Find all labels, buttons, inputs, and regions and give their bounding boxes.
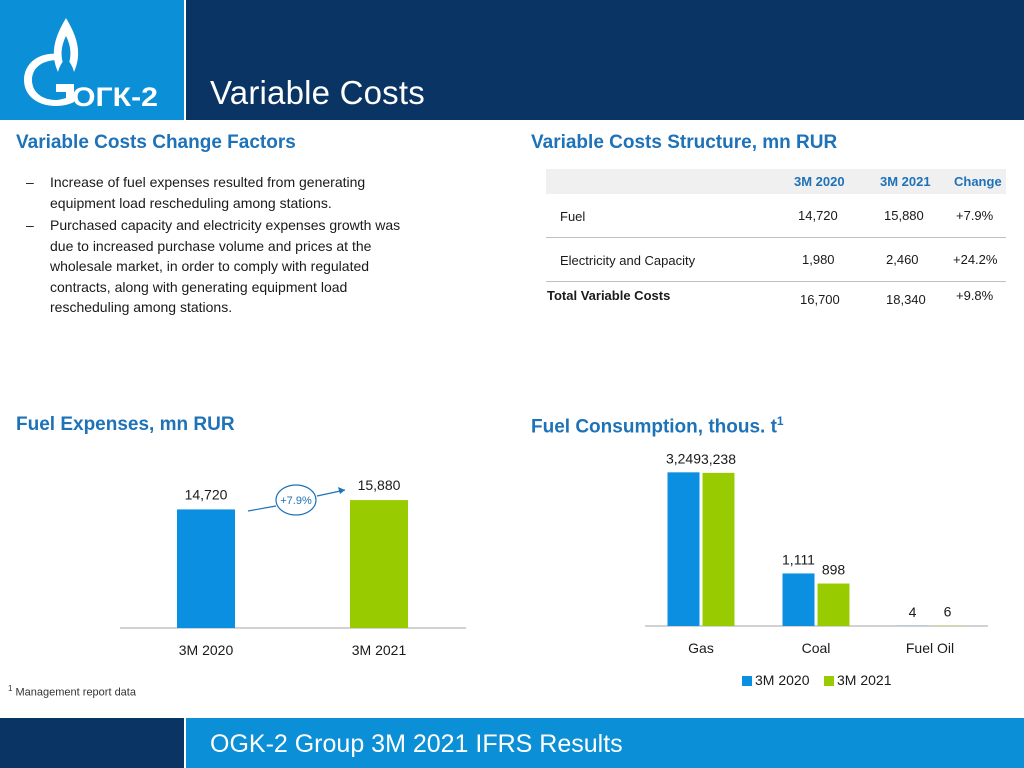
footer-divider [184, 718, 186, 768]
footer-left-panel [0, 718, 184, 768]
change-factors-list: – Increase of fuel expenses resulted from… [26, 172, 411, 320]
value-label: 6 [944, 604, 952, 620]
category-label: Gas [688, 640, 714, 656]
growth-arrow-line [247, 505, 277, 512]
logo-text: ОГК-2 [72, 82, 158, 110]
footnote: 1 Management report data [8, 684, 136, 699]
cell-change: +7.9% [956, 208, 994, 223]
list-item: – Purchased capacity and electricity expe… [26, 217, 401, 315]
category-label: 3M 2020 [179, 642, 234, 658]
col-change: Change [954, 174, 1002, 189]
arrow-head-icon [338, 487, 345, 494]
list-item: – Increase of fuel expenses resulted from… [26, 174, 366, 211]
row-label: Total Variable Costs [547, 288, 671, 303]
category-label: Coal [802, 640, 831, 656]
category-label: 3M 2021 [352, 642, 407, 658]
logo-panel [0, 0, 184, 120]
cell-2020: 16,700 [800, 292, 840, 307]
header-divider [184, 0, 186, 120]
col-3m-2021: 3M 2021 [880, 174, 931, 189]
value-label: 898 [822, 562, 846, 578]
ogk2-logo: ОГК-2 [24, 18, 158, 110]
category-label: Fuel Oil [906, 640, 954, 656]
g-letter-icon [24, 53, 74, 106]
table-row-total: Total Variable Costs 16,700 18,340 +9.8% [546, 282, 1006, 326]
table-row: Electricity and Capacity 1,980 2,460 +24… [546, 238, 1006, 282]
footer-bar [186, 718, 1024, 768]
header-bar [186, 0, 1024, 120]
fuel-expenses-heading: Fuel Expenses, mn RUR [16, 414, 235, 435]
cell-change: +24.2% [953, 252, 998, 267]
legend-swatch-2021 [824, 676, 834, 686]
footer-title: OGK-2 Group 3M 2021 IFRS Results [210, 730, 623, 758]
fuel-consumption-chart: 3,249 3,238 1,111 898 4 6 Gas Coal Fuel Oil 3M … [645, 450, 988, 688]
value-label: 3,249 [666, 450, 701, 466]
fuel-consumption-heading: Fuel Consumption, thous. t1 [531, 414, 784, 438]
table-header: 3M 2020 3M 2021 Change [546, 169, 1006, 194]
table-row: Fuel 14,720 15,880 +7.9% [546, 194, 1006, 238]
legend-label-2020: 3M 2020 [755, 672, 810, 688]
row-label: Electricity and Capacity [560, 253, 696, 268]
bar-coal-3m-2021 [817, 583, 850, 626]
cell-2021: 18,340 [886, 292, 926, 307]
value-label: 1,111 [782, 551, 815, 567]
page-title: Variable Costs [210, 74, 425, 111]
value-label: 15,880 [358, 477, 401, 493]
value-label: 3,238 [701, 451, 736, 467]
cell-2020: 14,720 [798, 208, 838, 223]
cell-2020: 1,980 [802, 252, 835, 267]
value-label: 14,720 [185, 486, 228, 502]
variable-costs-table: 3M 2020 3M 2021 Change Fuel 14,720 15,88… [546, 169, 1006, 326]
legend-label-2021: 3M 2021 [837, 672, 892, 688]
bar-coal-3m-2020 [782, 573, 815, 626]
row-label: Fuel [560, 209, 586, 224]
bar-3m-2020 [177, 509, 235, 628]
bar-3m-2021 [350, 500, 408, 628]
bar-gas-3m-2021 [702, 472, 735, 626]
fuel-expenses-chart: 14,720 15,880 3M 2020 3M 2021 +7.9% [120, 477, 466, 658]
cell-2021: 2,460 [886, 252, 919, 267]
cell-change: +9.8% [956, 288, 994, 303]
col-3m-2020: 3M 2020 [794, 174, 845, 189]
legend-swatch-2020 [742, 676, 752, 686]
cell-2021: 15,880 [884, 208, 924, 223]
growth-badge [275, 484, 317, 516]
change-factors-heading: Variable Costs Change Factors [16, 132, 296, 153]
growth-annotation: +7.9% [280, 495, 312, 507]
bar-gas-3m-2020 [667, 472, 700, 626]
structure-heading: Variable Costs Structure, mn RUR [531, 132, 838, 153]
value-label: 4 [909, 604, 917, 620]
